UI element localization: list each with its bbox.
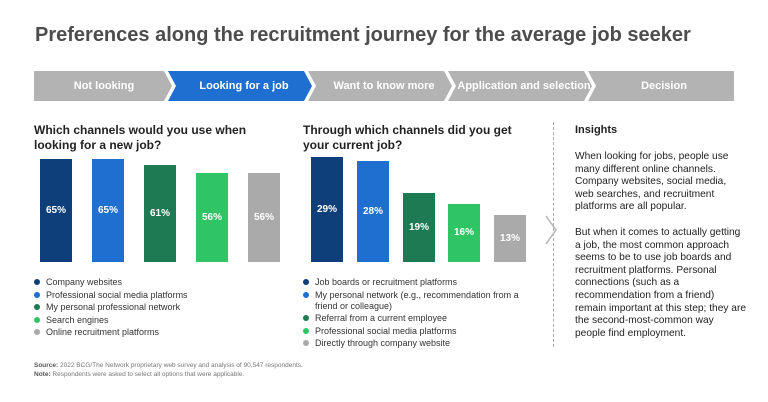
journey-step-label: Looking for a job xyxy=(199,80,289,92)
journey-step-label: Application and selection xyxy=(457,80,591,92)
bar-value-label: 29% xyxy=(316,203,337,215)
legend-dot-icon xyxy=(303,291,309,298)
legend-label: Professional social media platforms xyxy=(315,325,457,336)
bar-value-label: 65% xyxy=(97,204,118,216)
legend-item: Referral from a current employee xyxy=(303,313,538,324)
legend-label: Search engines xyxy=(46,314,109,325)
chart1-legend: Company websites Professional social medi… xyxy=(34,277,274,340)
bar: 65% xyxy=(40,159,72,262)
bar-value-label: 28% xyxy=(362,205,383,217)
legend-item: My personal professional network xyxy=(34,302,274,313)
legend-dot-icon xyxy=(303,279,309,285)
bar-value-label: 56% xyxy=(253,211,274,223)
legend-label: Directly through company website xyxy=(315,338,451,348)
legend-item: Directly through company website xyxy=(303,338,538,349)
bar-value-label: 16% xyxy=(453,227,474,238)
legend-dot-icon xyxy=(34,279,40,285)
legend-label: Job boards or recruitment platforms xyxy=(315,277,458,287)
legend-dot-icon xyxy=(303,315,309,321)
bar-value-label: 56% xyxy=(201,211,222,223)
bar-value-label: 13% xyxy=(499,232,520,244)
journey-steps xyxy=(34,71,734,101)
bar-value-label: 65% xyxy=(45,204,66,216)
bar: 56% xyxy=(196,173,228,262)
journey-step-shape xyxy=(168,71,312,101)
legend-label: Professional social media platforms xyxy=(46,289,188,300)
bar: 13% xyxy=(494,215,526,262)
bar-value-label: 61% xyxy=(149,207,170,219)
bar: 61% xyxy=(144,165,176,262)
legend-item: Company websites xyxy=(34,277,274,288)
journey-step-shape xyxy=(448,71,592,101)
bar: 28% xyxy=(357,161,389,262)
legend-dot-icon xyxy=(303,340,309,346)
bar: 56% xyxy=(248,173,280,262)
legend-dot-icon xyxy=(34,329,40,335)
legend-item: Search engines xyxy=(34,315,274,326)
bar: 19% xyxy=(403,193,435,262)
legend-item: My personal network (e.g., recommendatio… xyxy=(303,290,538,312)
insights-paragraph-1: When looking for jobs, people use many d… xyxy=(575,151,729,213)
journey-step-label: Want to know more xyxy=(333,80,435,92)
insights-paragraph-2: But when it comes to actually getting a … xyxy=(575,227,747,339)
chart1-bars: 65% 65% 61% 56% 56% xyxy=(40,159,280,262)
legend-label: Referral from a current employee xyxy=(315,313,448,323)
journey-step-shape xyxy=(34,71,172,101)
bar: 16% xyxy=(448,204,480,262)
chevron-right-icon xyxy=(545,215,557,245)
chart2-title: Through which channels did you get your … xyxy=(303,123,512,152)
bar: 29% xyxy=(311,157,343,262)
journey-step-label: Not looking xyxy=(73,80,135,92)
journey-step-shape xyxy=(308,71,452,101)
legend-label: Online recruitment platforms xyxy=(46,327,160,337)
legend-item: Professional social media platforms xyxy=(303,326,538,337)
footer-source: Source: 2022 BCG/The Network proprietary… xyxy=(34,362,303,369)
insights-title: Insights xyxy=(575,124,618,136)
legend-dot-icon xyxy=(34,316,40,323)
footer-note: Note: Respondents were asked to select a… xyxy=(34,371,245,378)
chart1-title: Which channels would you use when lookin… xyxy=(34,123,247,152)
legend-label: Company websites xyxy=(46,277,123,287)
legend-label: My personal professional network xyxy=(46,302,181,312)
legend-dot-icon xyxy=(303,327,309,334)
bar-value-label: 19% xyxy=(408,221,429,233)
chart2-legend: Job boards or recruitment platforms My pe… xyxy=(303,277,538,351)
bar: 65% xyxy=(92,159,124,262)
chart2-bars: 29% 28% 19% 16% 13% xyxy=(311,157,526,262)
legend-item: Professional social media platforms xyxy=(34,290,274,301)
legend-item: Online recruitment platforms xyxy=(34,327,274,338)
journey-step-shape xyxy=(588,71,734,101)
legend-label: My personal network (e.g., recommendatio… xyxy=(315,289,519,311)
legend-item: Job boards or recruitment platforms xyxy=(303,277,538,288)
page-title: Preferences along the recruitment journe… xyxy=(35,24,691,46)
legend-dot-icon xyxy=(34,304,40,310)
journey-step-label: Decision xyxy=(641,80,687,92)
legend-dot-icon xyxy=(34,291,40,298)
